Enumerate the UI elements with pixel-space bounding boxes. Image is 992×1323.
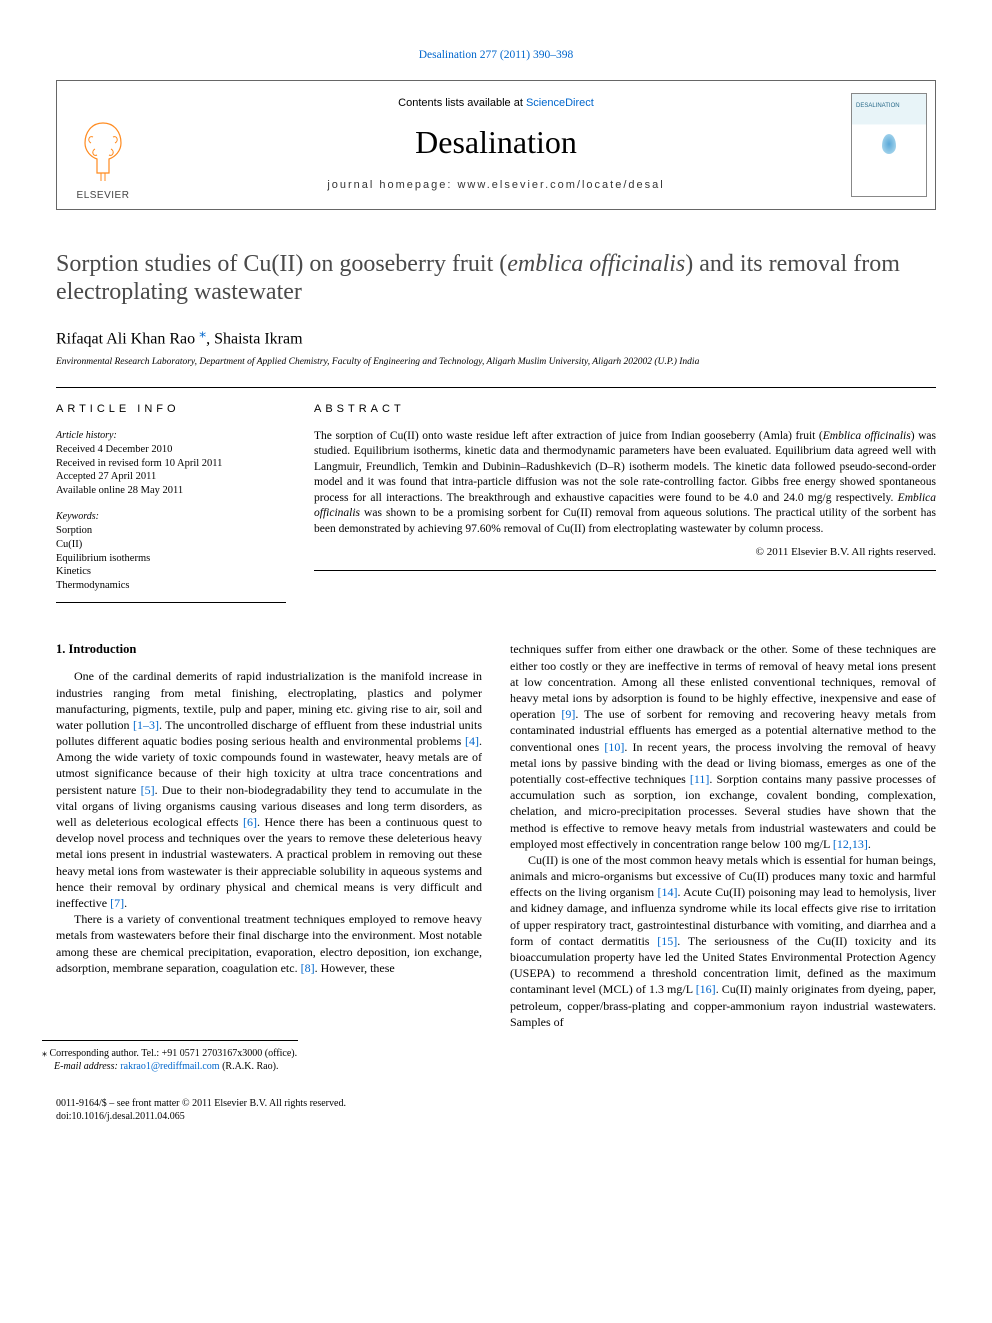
ref-10[interactable]: [10] [604,740,624,754]
contents-line: Contents lists available at ScienceDirec… [149,96,843,111]
history-1: Received in revised form 10 April 2011 [56,457,286,471]
ref-7[interactable]: [7] [110,896,124,910]
t: . [868,837,871,851]
ref-5[interactable]: [5] [141,783,155,797]
cover-thumb-block [843,81,935,209]
email-label: E-mail address: [54,1061,120,1072]
ref-11[interactable]: [11] [690,772,710,786]
keywords-label: Keywords: [56,510,286,524]
abstract-copyright: © 2011 Elsevier B.V. All rights reserved… [314,545,936,560]
issue-citation-link[interactable]: Desalination 277 (2011) 390–398 [419,49,573,61]
publisher-name: ELSEVIER [77,189,130,203]
elsevier-tree-icon [71,113,135,183]
abs-p1: The sorption of Cu(II) onto waste residu… [314,430,823,442]
abstract-text: The sorption of Cu(II) onto waste residu… [314,429,936,538]
journal-title: Desalination [149,121,843,164]
article-title: Sorption studies of Cu(II) on gooseberry… [56,250,936,308]
ref-12-13[interactable]: [12,13] [833,837,868,851]
author-2: , Shaista Ikram [206,330,302,347]
abs-i1: Emblica officinalis [823,430,911,442]
email-link[interactable]: rakrao1@rediffmail.com [120,1061,219,1072]
citation-journal: Desalination [419,49,477,61]
footnote-corr-text: Corresponding author. Tel.: +91 0571 270… [47,1048,297,1059]
body-col-left: 1. Introduction One of the cardinal deme… [56,641,482,1072]
t: There is a variety of conventional treat… [56,912,482,975]
author-line: Rifaqat Ali Khan Rao ⁎, Shaista Ikram [56,325,936,350]
ref-16[interactable]: [16] [696,982,716,996]
footnote-email: E-mail address: rakrao1@rediffmail.com (… [42,1060,298,1073]
ref-1-3[interactable]: [1–3] [133,718,159,732]
body-columns: 1. Introduction One of the cardinal deme… [56,641,936,1072]
ref-6[interactable]: [6] [243,815,257,829]
journal-homepage: journal homepage: www.elsevier.com/locat… [149,178,843,193]
history-0: Received 4 December 2010 [56,443,286,457]
title-part1: Sorption studies of Cu(II) on gooseberry… [56,251,507,277]
ref-9[interactable]: [9] [561,707,575,721]
para-1: One of the cardinal demerits of rapid in… [56,668,482,911]
sciencedirect-link[interactable]: ScienceDirect [526,97,594,109]
article-info-column: article info Article history: Received 4… [56,402,286,604]
section-1-heading: 1. Introduction [56,641,482,658]
ref-4[interactable]: [4] [465,734,479,748]
keyword-0: Sorption [56,524,286,538]
keyword-4: Thermodynamics [56,579,286,593]
journal-cover-icon [851,93,927,197]
t: . However, these [315,961,395,975]
body-col-right: techniques suffer from either one drawba… [510,641,936,1072]
history-label: Article history: [56,429,286,443]
footer-line-1: 0011-9164/$ – see front matter © 2011 El… [56,1097,936,1110]
keyword-2: Equilibrium isotherms [56,552,286,566]
header-center: Contents lists available at ScienceDirec… [149,81,843,209]
page-footer: 0011-9164/$ – see front matter © 2011 El… [56,1097,936,1123]
email-suffix: (R.A.K. Rao). [220,1061,279,1072]
ref-8[interactable]: [8] [301,961,315,975]
affiliation: Environmental Research Laboratory, Depar… [56,356,936,369]
footnote-corr: ⁎ Corresponding author. Tel.: +91 0571 2… [42,1047,298,1060]
title-italic: emblica officinalis [507,251,685,277]
para-2: There is a variety of conventional treat… [56,911,482,976]
meta-row: article info Article history: Received 4… [56,388,936,618]
para-4: Cu(II) is one of the most common heavy m… [510,852,936,1030]
citation-pages: 277 (2011) 390–398 [480,49,573,61]
ref-15[interactable]: [15] [657,934,677,948]
abstract-heading: abstract [314,402,936,417]
contents-prefix: Contents lists available at [398,97,526,109]
issue-citation: Desalination 277 (2011) 390–398 [56,48,936,64]
article-info-heading: article info [56,402,286,417]
ref-14[interactable]: [14] [657,885,677,899]
abstract-column: abstract The sorption of Cu(II) onto was… [314,402,936,604]
footer-line-2: doi:10.1016/j.desal.2011.04.065 [56,1110,936,1123]
para-3: techniques suffer from either one drawba… [510,641,936,851]
publisher-logo-block: ELSEVIER [57,81,149,209]
t: . [124,896,127,910]
history-3: Available online 28 May 2011 [56,484,286,498]
journal-header: ELSEVIER Contents lists available at Sci… [56,80,936,210]
keyword-1: Cu(II) [56,538,286,552]
keyword-3: Kinetics [56,565,286,579]
history-2: Accepted 27 April 2011 [56,470,286,484]
author-1: Rifaqat Ali Khan Rao [56,330,195,347]
footnote-block: ⁎ Corresponding author. Tel.: +91 0571 2… [42,1040,298,1073]
abs-p3: was shown to be a promising sorbent for … [314,507,936,535]
